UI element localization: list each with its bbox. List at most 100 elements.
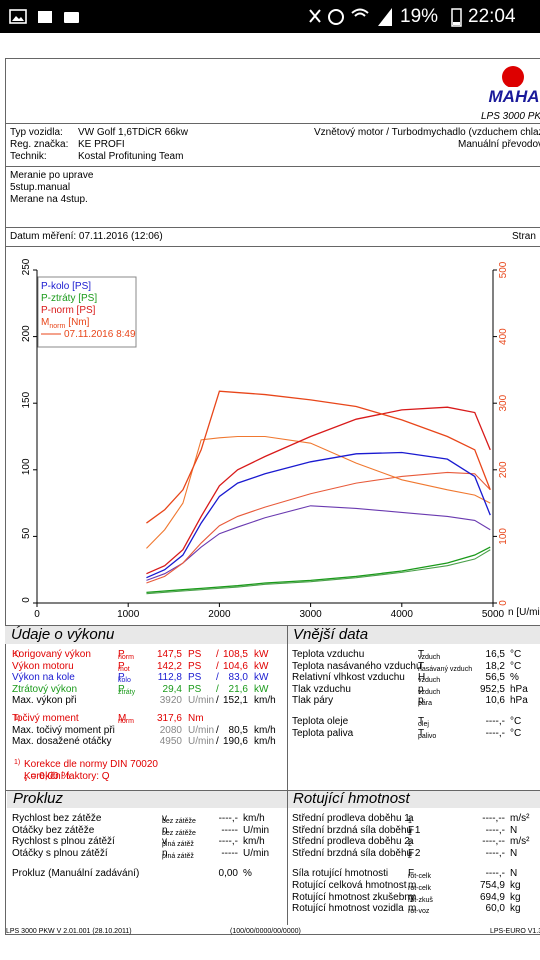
document: MAHA LPS 3000 PKW Typ vozidla: VW Golf 1,… — [0, 33, 540, 960]
page-label: Stran — [512, 231, 536, 242]
symbol-sub: ztráty — [118, 688, 136, 696]
y-tick-label: 200 — [21, 325, 32, 342]
symbol: n plná zátěž — [162, 848, 194, 863]
y2-tick-label: 0 — [498, 600, 509, 606]
symbol-letter: a — [408, 813, 414, 824]
separator: / — [216, 683, 219, 695]
logo-text: MAHA — [489, 87, 540, 106]
symbol: v bez zátěže — [162, 813, 196, 828]
divider — [5, 625, 540, 626]
report-frame — [5, 58, 540, 935]
unit: N — [510, 847, 518, 859]
symbol-sub: bez zátěže — [162, 829, 196, 837]
value: 3920 — [159, 695, 182, 707]
unit: % — [243, 868, 252, 880]
row-label: Tlak páry — [292, 695, 334, 707]
symbol-sub: kolo — [118, 677, 131, 685]
row-label: Rychlost s plnou zátěží — [12, 836, 115, 848]
symbol-letter: P — [118, 683, 125, 695]
value: 754,9 — [479, 880, 505, 891]
legend-entry: P-ztráty [PS] — [41, 293, 97, 304]
y2-tick-label: 500 — [498, 261, 509, 278]
divider — [5, 123, 540, 124]
row-label: Rotující celková hmotnost — [292, 880, 407, 891]
row-label: Síla rotující hmotnosti — [292, 868, 389, 880]
value: 152,1 — [222, 695, 248, 707]
unit: U/min — [188, 736, 215, 748]
symbol-letter: M — [118, 713, 127, 724]
value: 21,6 — [228, 683, 248, 695]
y-tick-label: 150 — [21, 391, 32, 408]
unit: m/s² — [510, 813, 530, 824]
signal-icon — [378, 8, 392, 26]
legend-box — [37, 276, 137, 348]
symbol-sub: vzduch — [418, 677, 441, 685]
symbol-letter: P — [118, 660, 125, 672]
value: ----,- — [485, 847, 505, 859]
symbol: n bez zátěže — [162, 825, 196, 840]
date: Datum měření: 07.11.2016 (12:06) — [10, 231, 163, 242]
engine-info: Manuální převodovk — [458, 139, 540, 150]
field-value: KE PROFI — [78, 139, 125, 150]
unit: hPa — [510, 695, 528, 707]
row-label: Rotující hmotnost vozidla — [292, 903, 404, 915]
value: 0,00 — [218, 868, 238, 880]
logo-bg — [489, 87, 539, 105]
footnote: Korekce dle normy DIN 70020 — [24, 759, 158, 770]
row-label: Střední brzdná síla doběhu 2 — [292, 847, 421, 859]
logo-seal — [502, 66, 524, 88]
note: Merane na 4stup. — [10, 194, 88, 205]
value: 18,2 — [485, 660, 505, 672]
mute-icon — [309, 9, 321, 23]
value: ----,-- — [482, 836, 505, 848]
symbol: v plná zátěž — [162, 836, 194, 851]
bag-icon — [64, 12, 79, 23]
label-text: Max. točivý moment při — [12, 724, 115, 736]
label-text: Korigovaný výkon — [12, 649, 91, 660]
unit: U/min — [188, 724, 215, 736]
symbol-letter: v — [162, 836, 167, 848]
unit: km/h — [243, 836, 265, 848]
unit: kg — [510, 880, 521, 891]
x-tick-label: 4000 — [391, 609, 414, 620]
perf-label: Točivý moment 1) — [12, 713, 79, 728]
wifi-icon — [351, 8, 369, 17]
symbol-sub: vzduch — [418, 688, 441, 696]
symbol-sub: rot-celk — [408, 885, 431, 892]
unit: U/min — [243, 824, 270, 836]
symbol-letter: p — [418, 695, 424, 707]
battery-icon — [451, 8, 462, 27]
separator: / — [216, 660, 219, 672]
chart: n [U/min] 0 50 100 150 200 250 0 100 200 300 400 50… — [21, 258, 540, 620]
symbol-sub: 1 — [408, 818, 412, 825]
symbol: p vzduch — [418, 684, 440, 699]
unit: PS — [188, 683, 202, 695]
symbol-letter: P — [118, 649, 125, 660]
symbol-sub: 2 — [408, 852, 412, 860]
value: ----,- — [485, 727, 505, 739]
column-divider — [287, 625, 288, 925]
maha-logo: MAHA — [489, 66, 540, 106]
separator: / — [216, 672, 219, 684]
unit: Nm — [188, 713, 204, 724]
series-line — [146, 471, 491, 584]
battery-level — [453, 22, 460, 25]
value: ----- — [221, 847, 238, 859]
symbol-letter: T — [418, 716, 425, 727]
unit: hPa — [510, 683, 528, 695]
series-line — [146, 390, 491, 524]
y2-tick-label: 200 — [498, 461, 509, 478]
value: ----,- — [485, 716, 505, 727]
value: 317,6 — [156, 713, 182, 724]
symbol-letter: H — [418, 672, 426, 684]
footnote-mark: 1) — [14, 715, 21, 722]
field-value: Kostal Profituning Team — [78, 151, 184, 162]
row-label: Rotující hmotnost zkušebny — [292, 891, 415, 903]
